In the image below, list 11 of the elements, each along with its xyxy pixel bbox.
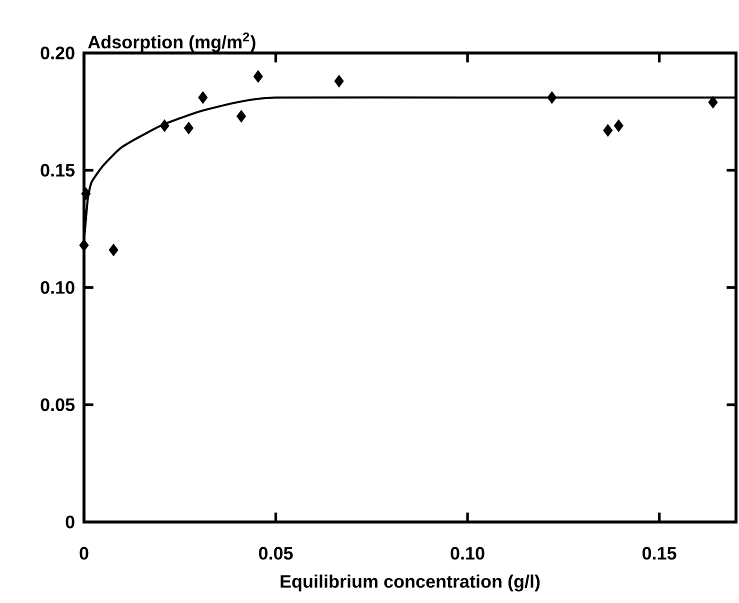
y-tick-label: 0.10 [40, 281, 74, 294]
x-tick-label: 0.05 [258, 546, 293, 560]
y-tick-label: 0.05 [40, 398, 75, 412]
y-tick-label: 0.15 [40, 164, 75, 177]
y-tick-label: 0.20 [40, 46, 74, 60]
x-tick-label: 0.10 [450, 546, 484, 560]
x-tick-label: 0 [80, 546, 88, 560]
x-axis-title: Equilibrium concentration (g/l) [280, 574, 540, 592]
x-tick-label: 0.15 [642, 546, 676, 560]
y-axis-title: Adsorption (mg/m$^{2}$) [88, 32, 256, 52]
y-tick-label: 0 [66, 516, 74, 528]
